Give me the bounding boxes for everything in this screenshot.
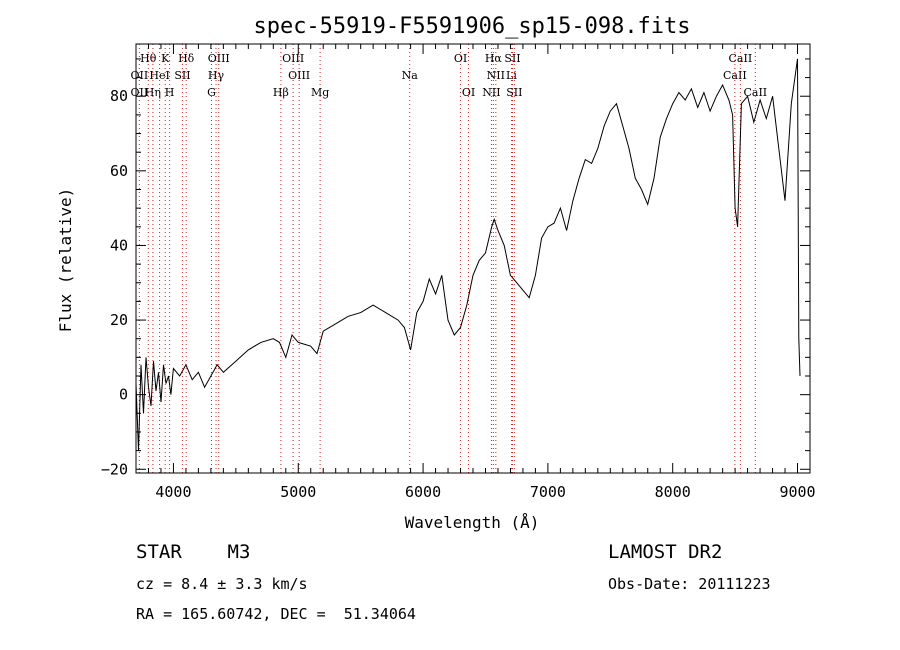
x-tick-label: 5000	[280, 483, 316, 501]
spectral-line-label: Li	[506, 69, 517, 82]
spectral-line-label: OI	[454, 52, 467, 65]
object-class: STAR M3	[136, 541, 251, 563]
spectrum-line	[135, 58, 801, 451]
spectral-line-label: HeI	[149, 69, 169, 82]
spectral-line-label: SII	[504, 52, 520, 65]
spectral-line-label: K	[161, 52, 170, 65]
x-axis-label: Wavelength (Å)	[405, 513, 540, 532]
x-tick-label: 8000	[655, 483, 691, 501]
x-axis: 4000 5000 6000 7000 8000 9000	[147, 44, 816, 501]
spectral-line-label: Na	[402, 69, 419, 82]
spectral-line-label: H	[165, 86, 175, 99]
spectral-line-label: Hθ	[140, 52, 157, 65]
spectral-line-label: CaII	[729, 52, 753, 65]
spectral-line-label: Hα	[485, 52, 503, 65]
observation-date: Obs-Date: 20111223	[608, 575, 771, 593]
spectral-line-markers	[138, 44, 756, 473]
spectral-line-label: OII	[131, 69, 149, 82]
spectral-line-label: SII	[174, 69, 190, 82]
x-tick-label: 7000	[530, 483, 566, 501]
spectral-line-label: OIII	[208, 52, 230, 65]
y-tick-label: −20	[101, 460, 128, 478]
spectral-line-label: Hδ	[178, 52, 195, 65]
y-tick-label: 60	[110, 162, 128, 180]
redshift-cz: cz = 8.4 ± 3.3 km/s	[136, 575, 308, 593]
y-tick-label: 0	[119, 386, 128, 404]
spectral-line-label: OIII	[282, 52, 304, 65]
y-axis: −20 0 20 40 60 80	[101, 58, 810, 478]
survey-name: LAMOST DR2	[608, 541, 723, 563]
spectral-line-label: NII	[487, 69, 505, 82]
ra-dec: RA = 165.60742, DEC = 51.34064	[136, 605, 416, 623]
spectral-line-label: NII	[482, 86, 500, 99]
spectral-line-label: SII	[506, 86, 522, 99]
spectral-line-label: Hγ	[208, 69, 225, 82]
spectral-line-label: Hη	[145, 86, 161, 99]
y-tick-label: 20	[110, 311, 128, 329]
chart-title: spec-55919-F5591906_sp15-098.fits	[253, 14, 690, 39]
x-tick-label: 6000	[405, 483, 441, 501]
spectral-line-label: CaII	[743, 86, 767, 99]
spectral-line-label: Hβ	[273, 86, 289, 99]
spectral-line-label: OII	[131, 86, 149, 99]
spectral-line-label: Mg	[311, 86, 329, 99]
spectral-line-label: G	[207, 86, 216, 99]
y-tick-label: 40	[110, 236, 128, 254]
spectral-line-label: OI	[462, 86, 475, 99]
y-tick-label: 80	[110, 87, 128, 105]
spectral-line-label: CaII	[723, 69, 747, 82]
x-tick-label: 9000	[779, 483, 815, 501]
spectral-line-label: OIII	[288, 69, 310, 82]
x-tick-label: 4000	[155, 483, 191, 501]
y-axis-label: Flux (relative)	[56, 188, 75, 333]
